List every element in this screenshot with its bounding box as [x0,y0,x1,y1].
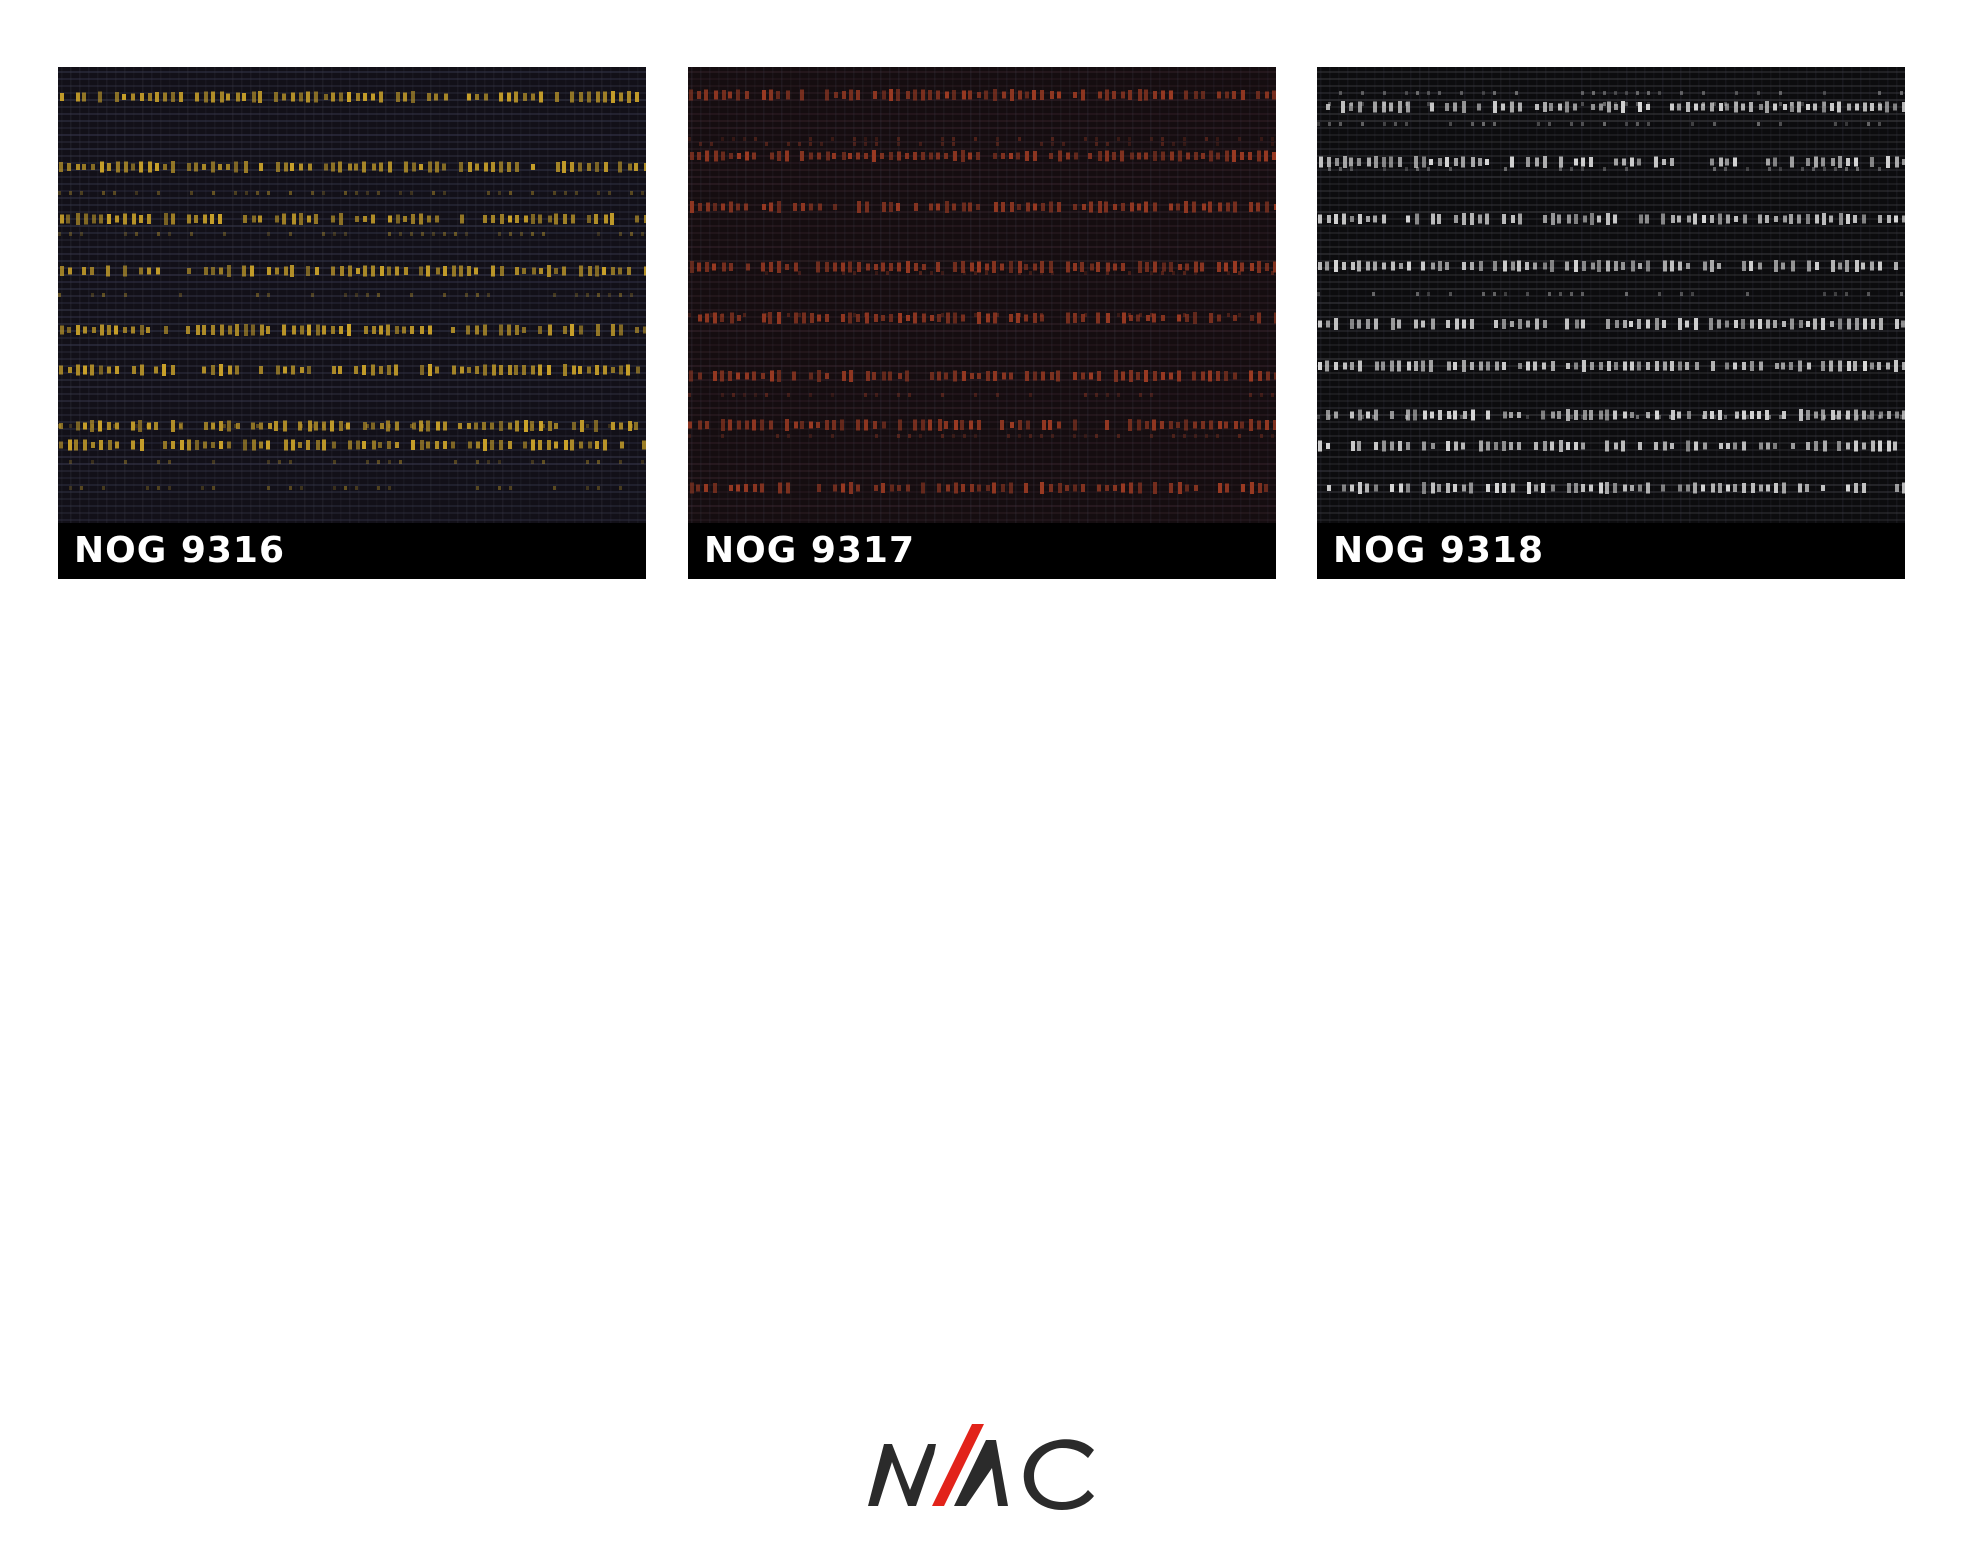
swatch-label-bar: NOG 9317 [688,523,1276,579]
swatch-card-nog-9318: NOG 9318 [1317,67,1905,579]
logo-letter-c [1023,1439,1094,1510]
logo-red-slash [932,1424,984,1506]
swatch-label-bar: NOG 9318 [1317,523,1905,579]
logo-letter-m [868,1444,936,1506]
fabric-texture-image [58,67,646,523]
swatch-code: NOG 9317 [704,530,916,571]
swatch-label-bar: NOG 9316 [58,523,646,579]
fabric-texture-image [1317,67,1905,523]
swatch-card-nog-9317: NOG 9317 [688,67,1276,579]
swatch-code: NOG 9318 [1333,530,1545,571]
logo-letter-a [954,1440,1008,1506]
swatch-card-nog-9316: NOG 9316 [58,67,646,579]
swatch-code: NOG 9316 [74,530,286,571]
mac-logo [862,1410,1102,1520]
fabric-texture-image [688,67,1276,523]
